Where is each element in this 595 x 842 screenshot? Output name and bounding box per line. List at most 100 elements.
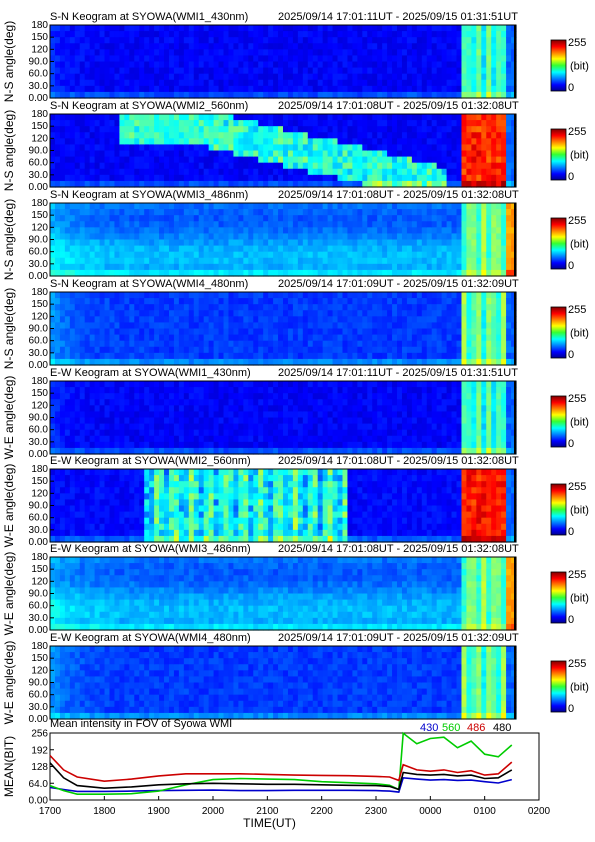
- ytick-label: 30.0: [29, 81, 49, 92]
- y-axis-label: W-E angle(deg): [2, 376, 16, 460]
- colorbar: [550, 128, 567, 181]
- ytick-label: 60.0: [29, 513, 49, 524]
- colorbar: [550, 39, 567, 92]
- ytick-label: 30.0: [29, 170, 49, 181]
- ytick-label: 60.0: [29, 69, 49, 80]
- colorbar-max-label: 255: [568, 37, 586, 49]
- colorbar-min-label: 0: [568, 614, 574, 626]
- colorbar: [550, 395, 567, 448]
- colorbar-min-label: 0: [568, 349, 574, 361]
- keogram-image: [50, 557, 517, 631]
- keogram-image: [50, 381, 517, 455]
- panel-time-range: 2025/09/14 17:01:09UT - 2025/09/15 01:32…: [278, 278, 519, 290]
- colorbar-min-label: 0: [568, 526, 574, 538]
- panel-time-range: 2025/09/14 17:01:08UT - 2025/09/15 01:32…: [278, 455, 519, 467]
- series-line: [49, 762, 513, 791]
- mean-intensity-chart: Mean intensity in FOV of Syowa WMI 430 560…: [2, 718, 551, 830]
- series-line: [49, 731, 513, 796]
- keogram-image: [50, 203, 517, 277]
- panel-title: E-W Keogram at SYOWA(WMI1_430nm): [50, 367, 251, 379]
- ytick-label: 90.0: [29, 57, 49, 68]
- keogram-panels: S-N Keogram at SYOWA(WMI1_430nm) 2025/09/…: [2, 11, 589, 725]
- ytick-label: 120: [31, 133, 48, 144]
- keogram-image: [50, 114, 517, 188]
- ytick-label: 256: [31, 729, 48, 740]
- x-axis-label: TIME(UT): [243, 816, 296, 830]
- ytick-label: 180: [31, 376, 48, 387]
- colorbar-unit-label: (bit): [570, 239, 589, 251]
- keogram-panel: S-N Keogram at SYOWA(WMI2_560nm) 2025/09/…: [2, 100, 589, 193]
- ytick-label: 0.00: [29, 714, 49, 725]
- ytick-label: 180: [31, 109, 48, 120]
- xtick-label: 1900: [148, 806, 171, 817]
- colorbar: [550, 571, 567, 624]
- panel-time-range: 2025/09/14 17:01:09UT - 2025/09/15 01:32…: [278, 632, 519, 644]
- ytick-label: 30.0: [29, 702, 49, 713]
- ytick-label: 90.0: [29, 146, 49, 157]
- ytick-label: 90.0: [29, 589, 49, 600]
- panel-time-range: 2025/09/14 17:01:08UT - 2025/09/15 01:32…: [278, 189, 519, 201]
- ytick-label: 0.00: [29, 625, 49, 636]
- panel-title: E-W Keogram at SYOWA(WMI3_486nm): [50, 543, 251, 555]
- xtick-label: 1700: [39, 806, 62, 817]
- ytick-label: 120: [31, 44, 48, 55]
- ytick-label: 0.00: [29, 182, 49, 193]
- colorbar-min-label: 0: [568, 82, 574, 94]
- ytick-label: 180: [31, 287, 48, 298]
- keogram-panel: E-W Keogram at SYOWA(WMI4_480nm) 2025/09/…: [2, 632, 589, 725]
- series-line: [49, 754, 513, 783]
- colorbar-min-label: 0: [568, 703, 574, 715]
- ytick-label: 180: [31, 552, 48, 563]
- colorbar: [550, 306, 567, 359]
- ytick-label: 180: [31, 464, 48, 475]
- xtick-label: 0200: [528, 806, 551, 817]
- ytick-label: 150: [31, 121, 48, 132]
- y-axis-label: W-E angle(deg): [2, 464, 16, 548]
- ytick-label: 64.0: [29, 779, 49, 790]
- keogram-panel: S-N Keogram at SYOWA(WMI4_480nm) 2025/09/…: [2, 278, 589, 371]
- keogram-image: [50, 25, 517, 99]
- colorbar-max-label: 255: [568, 215, 586, 227]
- ytick-label: 60.0: [29, 336, 49, 347]
- ytick-label: 150: [31, 299, 48, 310]
- panel-title: S-N Keogram at SYOWA(WMI1_430nm): [50, 11, 248, 23]
- ytick-label: 150: [31, 32, 48, 43]
- xtick-label: 2000: [202, 806, 225, 817]
- colorbar-unit-label: (bit): [570, 417, 589, 429]
- ytick-label: 150: [31, 564, 48, 575]
- ytick-label: 180: [31, 198, 48, 209]
- ytick-label: 90.0: [29, 501, 49, 512]
- xtick-label: 2300: [365, 806, 388, 817]
- panel-title: E-W Keogram at SYOWA(WMI2_560nm): [50, 455, 251, 467]
- ytick-label: 0.00: [29, 93, 49, 104]
- y-axis-label: W-E angle(deg): [2, 641, 16, 725]
- panel-time-range: 2025/09/14 17:01:11UT - 2025/09/15 01:31…: [278, 367, 518, 379]
- y-axis-label: N-S angle(deg): [2, 199, 16, 280]
- keogram-panel: E-W Keogram at SYOWA(WMI1_430nm) 2025/09/…: [2, 367, 589, 460]
- ytick-label: 150: [31, 210, 48, 221]
- colorbar-unit-label: (bit): [570, 61, 589, 73]
- panel-title: S-N Keogram at SYOWA(WMI3_486nm): [50, 189, 248, 201]
- xtick-label: 0100: [474, 806, 497, 817]
- ytick-label: 90.0: [29, 235, 49, 246]
- ytick-label: 120: [31, 488, 48, 499]
- colorbar-min-label: 0: [568, 260, 574, 272]
- ytick-label: 0.00: [29, 537, 49, 548]
- ytick-label: 180: [31, 20, 48, 31]
- y-axis-label: MEAN(BIT): [2, 736, 16, 797]
- colorbar-max-label: 255: [568, 126, 586, 138]
- legend-entry: 560: [442, 722, 460, 734]
- ytick-label: 30.0: [29, 437, 49, 448]
- panel-title: S-N Keogram at SYOWA(WMI4_480nm): [50, 278, 248, 290]
- panel-time-range: 2025/09/14 17:01:08UT - 2025/09/15 01:32…: [278, 100, 519, 112]
- colorbar-unit-label: (bit): [570, 150, 589, 162]
- ytick-label: 30.0: [29, 348, 49, 359]
- legend-entry: 486: [467, 722, 485, 734]
- ytick-label: 0.00: [29, 449, 49, 460]
- ytick-label: 180: [31, 641, 48, 652]
- colorbar: [550, 217, 567, 270]
- panel-title: S-N Keogram at SYOWA(WMI2_560nm): [50, 100, 248, 112]
- colorbar-max-label: 255: [568, 304, 586, 316]
- y-axis-label: W-E angle(deg): [2, 552, 16, 636]
